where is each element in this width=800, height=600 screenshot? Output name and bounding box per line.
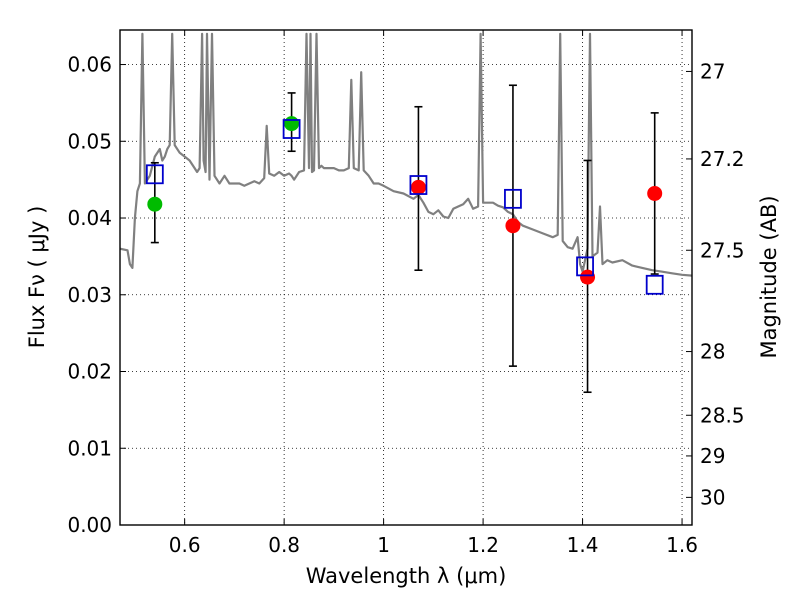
right-axis-label: Magnitude (AB) (757, 195, 781, 358)
right-tick-label: 29 (700, 444, 725, 468)
right-tick-label: 27 (700, 59, 725, 83)
y-tick-label: 0.05 (67, 129, 112, 153)
y-tick-label: 0.02 (67, 360, 112, 384)
model-square-marker (576, 256, 594, 277)
x-axis-ticks: 0.6 0.8 1 1.2 1.4 1.6 (169, 30, 698, 557)
x-tick-label: 1.2 (467, 533, 499, 557)
y-tick-label: 0.01 (67, 436, 112, 460)
model-sed-line (120, 32, 692, 277)
plot-frame (119, 29, 693, 526)
green-data-point (147, 196, 163, 212)
green-data-point (284, 116, 300, 132)
right-tick-label: 30 (700, 485, 725, 509)
model-square-marker (409, 175, 428, 195)
x-axis-label: Wavelength λ (μm) (306, 564, 507, 588)
y-axis-label: Flux Fν ( μJy ) (25, 206, 49, 349)
right-tick-label: 28.5 (700, 403, 745, 427)
model-square-marker (145, 164, 164, 185)
right-tick-label: 27.5 (700, 238, 745, 262)
right-tick-label: 27.2 (700, 147, 745, 171)
red-data-point (647, 185, 663, 201)
model-sed-series (120, 32, 692, 277)
red-data-point (505, 218, 521, 234)
y-tick-label: 0.06 (67, 53, 112, 77)
plot-area (120, 30, 692, 525)
x-tick-label: 1.6 (666, 533, 698, 557)
model-square-marker (645, 274, 664, 295)
red-data-point (580, 269, 596, 285)
right-axis-ticks: 27 27.2 27.5 28 28.5 29 30 (686, 59, 745, 509)
data-markers (145, 116, 664, 295)
x-tick-label: 0.8 (268, 533, 300, 557)
y-tick-label: 0.04 (67, 206, 112, 230)
y-tick-label: 0.00 (67, 513, 112, 537)
x-tick-label: 0.6 (169, 533, 201, 557)
red-data-point (410, 179, 426, 195)
x-tick-label: 1.4 (567, 533, 599, 557)
right-tick-label: 28 (700, 340, 725, 364)
x-tick-label: 1 (377, 533, 390, 557)
model-square-marker (504, 188, 522, 209)
y-tick-label: 0.03 (67, 283, 112, 307)
y-axis-ticks: 0.00 0.01 0.02 0.03 0.04 0.05 0.06 (67, 53, 126, 537)
model-square-marker (282, 119, 301, 139)
